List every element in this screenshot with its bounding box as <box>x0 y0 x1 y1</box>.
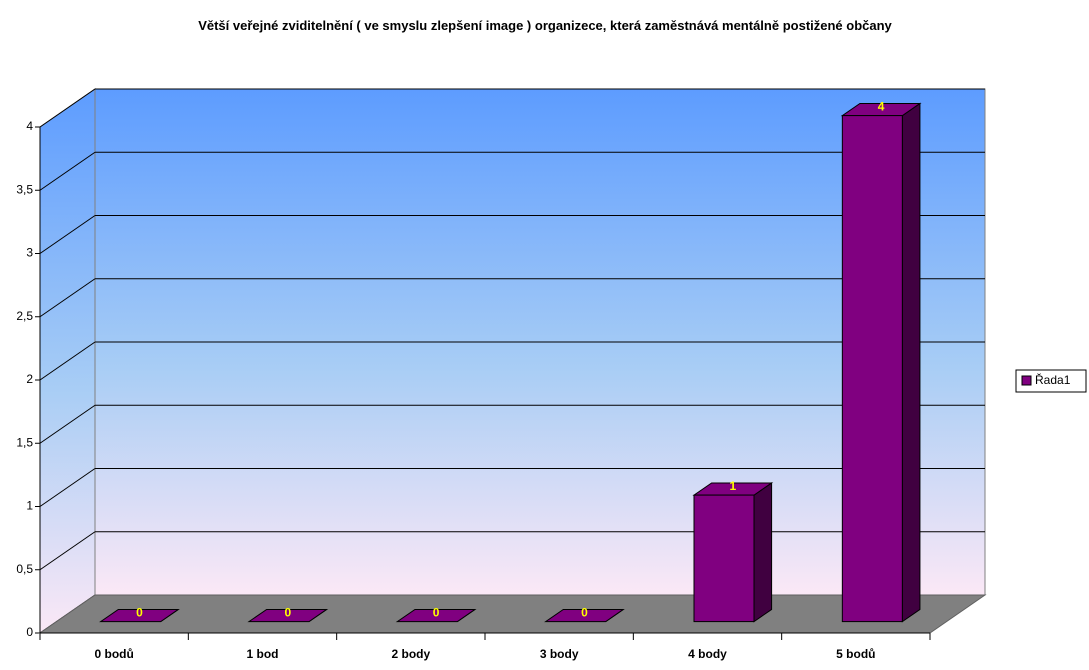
x-tick-label: 5 bodů <box>836 647 875 661</box>
x-tick-label: 1 bod <box>247 647 279 661</box>
bar <box>693 494 755 623</box>
value-label: 0 <box>136 606 143 620</box>
y-tick-label: 2 <box>26 372 33 386</box>
chart-title: Větší veřejné zviditelnění ( ve smyslu z… <box>198 18 892 33</box>
grid-line <box>39 151 96 191</box>
grid-line <box>39 278 96 318</box>
value-label: 1 <box>729 479 736 493</box>
y-tick-label: 2,5 <box>16 309 33 323</box>
value-label: 4 <box>878 100 885 114</box>
bar <box>841 115 903 623</box>
y-tick-label: 1,5 <box>16 435 33 449</box>
value-label: 0 <box>433 606 440 620</box>
x-tick-label: 4 body <box>688 647 727 661</box>
x-tick-label: 0 bodů <box>95 647 134 661</box>
y-tick-label: 0 <box>26 625 33 639</box>
y-tick-label: 4 <box>26 119 33 133</box>
y-tick-label: 0,5 <box>16 562 33 576</box>
value-label: 0 <box>284 606 291 620</box>
bar-side <box>753 481 773 623</box>
legend-label: Řada1 <box>1035 372 1071 387</box>
grid-line <box>39 531 96 571</box>
bar-side <box>901 102 921 623</box>
bar-top <box>544 608 625 623</box>
bar-top <box>99 608 180 623</box>
bar-top <box>247 608 329 623</box>
grid-line <box>39 341 96 381</box>
x-tick-label: 2 body <box>391 647 430 661</box>
y-tick-label: 1 <box>26 499 33 513</box>
grid-line <box>39 404 96 444</box>
y-tick-label: 3,5 <box>16 182 33 196</box>
x-tick-label: 3 body <box>540 647 579 661</box>
bar-top <box>395 608 477 623</box>
grid-line <box>39 468 96 507</box>
legend-swatch <box>1021 375 1032 386</box>
legend-box <box>1015 369 1087 393</box>
y-tick-label: 3 <box>26 246 33 260</box>
grid-line <box>39 88 96 128</box>
grid-line <box>39 215 96 254</box>
value-label: 0 <box>581 606 588 620</box>
